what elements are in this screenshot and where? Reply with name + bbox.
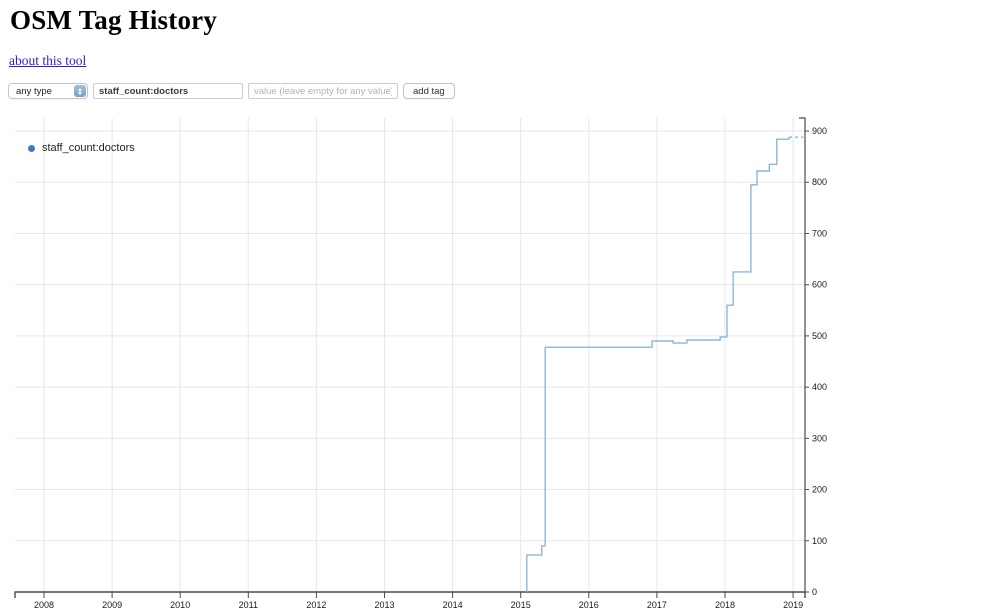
svg-text:2011: 2011	[239, 600, 258, 610]
svg-text:200: 200	[812, 485, 827, 495]
svg-text:2008: 2008	[34, 600, 54, 610]
svg-text:2016: 2016	[579, 600, 599, 610]
svg-text:2009: 2009	[102, 600, 122, 610]
chart-legend: staff_count:doctors	[28, 142, 135, 154]
about-tool-link[interactable]: about this tool	[9, 53, 87, 68]
svg-text:2010: 2010	[170, 600, 190, 610]
tag-toolbar: any type add tag	[8, 83, 1000, 99]
chart-canvas: 2008 2009 2010 2011 2012 2013 2014 2015 2016 2017…	[14, 117, 827, 610]
svg-text:2015: 2015	[511, 600, 531, 610]
page-title: OSM Tag History	[10, 5, 218, 35]
svg-text:500: 500	[812, 331, 827, 341]
type-select-value: any type	[16, 85, 52, 97]
legend-dot-icon	[28, 144, 35, 152]
svg-text:2012: 2012	[306, 600, 326, 610]
tag-history-chart: 2008 2009 2010 2011 2012 2013 2014 2015 2016 2017…	[0, 115, 1000, 615]
svg-text:900: 900	[812, 126, 827, 136]
tag-value-input[interactable]	[248, 83, 398, 99]
svg-text:800: 800	[812, 177, 827, 187]
legend-label: staff_count:doctors	[42, 142, 135, 154]
svg-text:2017: 2017	[647, 600, 667, 610]
svg-text:2014: 2014	[443, 600, 463, 610]
svg-text:2013: 2013	[374, 600, 394, 610]
svg-text:700: 700	[812, 228, 827, 238]
svg-text:2018: 2018	[715, 600, 735, 610]
type-select[interactable]: any type	[8, 83, 88, 99]
svg-text:300: 300	[812, 433, 827, 443]
svg-text:2019: 2019	[783, 600, 803, 610]
add-tag-button[interactable]: add tag	[403, 83, 455, 99]
svg-text:400: 400	[812, 382, 827, 392]
svg-text:0: 0	[812, 587, 817, 597]
select-stepper-icon	[74, 85, 86, 97]
svg-text:600: 600	[812, 280, 827, 290]
tag-key-input[interactable]	[93, 83, 243, 99]
svg-text:100: 100	[812, 536, 827, 546]
